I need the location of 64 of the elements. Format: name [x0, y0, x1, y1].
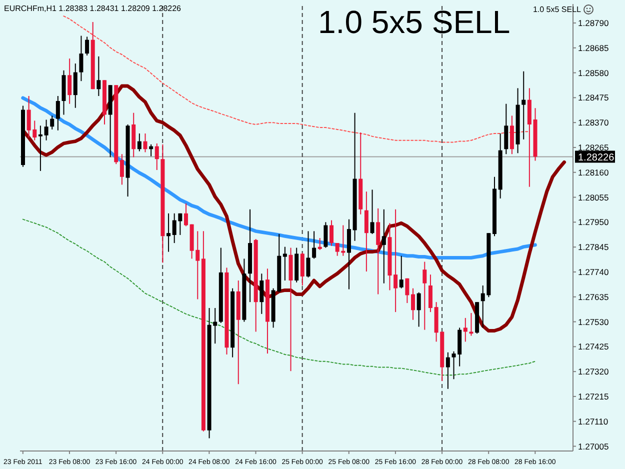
y-tick-label: 1.27530 — [578, 316, 609, 327]
y-tick-label: 1.27740 — [578, 266, 609, 277]
candlestick — [68, 58, 72, 104]
candlestick — [166, 212, 171, 252]
candlestick — [143, 132, 148, 153]
candlestick — [318, 238, 322, 250]
candlestick — [446, 352, 450, 390]
candlestick — [79, 35, 84, 82]
y-tick-label: 1.28160 — [578, 167, 609, 178]
candlestick — [306, 230, 310, 278]
candlestick — [422, 261, 427, 330]
candlestick — [399, 255, 404, 289]
y-tick-label: 1.27425 — [578, 342, 609, 352]
candlestick — [96, 56, 101, 97]
candlestick — [416, 292, 421, 328]
candlestick — [85, 36, 90, 56]
candlestick — [184, 202, 188, 227]
candlestick — [38, 125, 42, 172]
candlestick — [154, 142, 159, 170]
y-tick-label: 1.27320 — [578, 366, 609, 377]
candlestick — [463, 317, 468, 342]
candlestick — [312, 230, 316, 260]
y-tick-label: 1.27110 — [578, 416, 608, 426]
candlestick — [510, 115, 514, 155]
candlestick — [260, 273, 264, 314]
candlestick — [364, 191, 368, 272]
candlestick — [405, 278, 410, 304]
candlestick — [411, 288, 416, 320]
y-tick-label: 1.27005 — [578, 441, 609, 452]
ref-line-label: 1.28226 — [578, 152, 615, 164]
candlestick — [428, 274, 432, 313]
candlestick — [324, 222, 328, 248]
annotation: 1.0 5x5 SELL — [532, 5, 581, 14]
chart-title: 1.0 5x5 SELL — [318, 4, 510, 41]
candlestick — [56, 96, 60, 131]
y-tick-label: 1.28265 — [578, 142, 609, 152]
candlestick — [282, 246, 287, 281]
annotation: EURCHFm,H1 1.28383 1.28431 1.28209 1.28226 — [4, 4, 182, 13]
y-tick-label: 1.27950 — [578, 217, 609, 228]
candlestick — [394, 208, 398, 313]
candlestick — [469, 312, 474, 336]
y-tick-label: 1.28055 — [578, 192, 609, 202]
candlestick — [382, 208, 386, 284]
candlestick — [137, 132, 142, 152]
y-tick-label: 1.28475 — [578, 92, 609, 103]
candlestick — [44, 119, 48, 141]
candlestick — [300, 252, 304, 286]
line-series — [22, 218, 536, 376]
candlestick — [370, 189, 374, 235]
candlestick — [50, 115, 54, 130]
y-tick-label: 1.28370 — [578, 118, 609, 128]
y-tick-label: 1.27635 — [578, 292, 609, 302]
y-tick-label: 1.28685 — [578, 42, 609, 53]
candlestick — [376, 208, 380, 295]
candlestick — [73, 63, 78, 108]
candlestick — [522, 70, 526, 140]
y-tick-label: 1.28580 — [578, 68, 609, 78]
candlestick — [330, 220, 334, 246]
y-tick-label: 1.28790 — [578, 18, 609, 28]
y-tick-label: 1.27215 — [578, 391, 609, 402]
y-tick-label: 1.27845 — [578, 242, 609, 252]
candlestick — [120, 154, 124, 186]
candlestick — [504, 103, 508, 155]
candlestick — [346, 218, 351, 290]
